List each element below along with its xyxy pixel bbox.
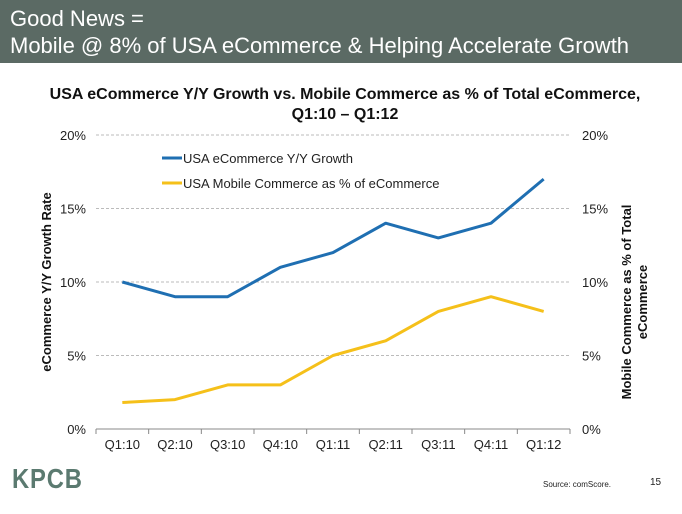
x-tick-label: Q2:11 — [368, 437, 402, 452]
y-tick-label: 5% — [67, 349, 86, 364]
y2-tick-label: 0% — [582, 422, 601, 437]
y-tick-label: 0% — [67, 422, 86, 437]
x-tick-label: Q3:10 — [210, 437, 245, 452]
series-line-1 — [122, 295, 545, 405]
y2-tick-label: 15% — [582, 202, 608, 217]
legend-label: USA eCommerce Y/Y Growth — [183, 151, 353, 166]
x-tick-label: Q1:10 — [105, 437, 140, 452]
kpcb-logo: KPCB — [12, 463, 83, 494]
legend-label: USA Mobile Commerce as % of eCommerce — [183, 176, 439, 191]
y-tick-label: 15% — [60, 202, 86, 217]
x-tick-label: Q1:12 — [526, 437, 561, 452]
slide-title-line1: Good News = — [10, 6, 144, 31]
y2-axis-label-line2: eCommerce — [635, 265, 650, 339]
y2-tick-label: 10% — [582, 275, 608, 290]
x-tick-label: Q4:11 — [474, 437, 508, 452]
y-tick-label: 10% — [60, 275, 86, 290]
chart-title: USA eCommerce Y/Y Growth vs. Mobile Comm… — [49, 86, 641, 123]
y2-axis-label-line1: Mobile Commerce as % of Total — [619, 205, 634, 400]
header-banner: Good News = Mobile @ 8% of USA eCommerce… — [0, 0, 682, 63]
y2-tick-label: 5% — [582, 349, 601, 364]
x-tick-label: Q3:11 — [421, 437, 455, 452]
y2-tick-label: 20% — [582, 128, 608, 143]
source-note: Source: comScore. — [543, 480, 612, 489]
y-tick-label: 20% — [60, 128, 86, 143]
x-tick-label: Q1:11 — [316, 437, 350, 452]
page-number: 15 — [650, 477, 662, 488]
x-tick-label: Q2:10 — [157, 437, 192, 452]
slide-title-line2: Mobile @ 8% of USA eCommerce & Helping A… — [10, 33, 630, 58]
x-tick-label: Q4:10 — [263, 437, 298, 452]
series-line-0 — [121, 177, 545, 299]
y-axis-label: eCommerce Y/Y Growth Rate — [39, 192, 54, 371]
